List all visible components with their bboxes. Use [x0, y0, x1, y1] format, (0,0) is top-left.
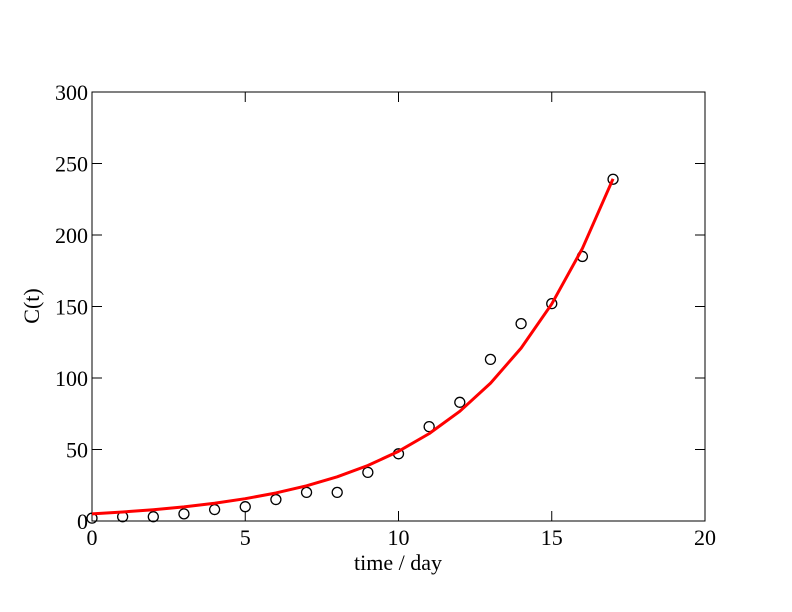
- y-tick-label: 50: [66, 438, 88, 463]
- data-point: [270, 493, 282, 506]
- x-tick-label: 15: [541, 525, 563, 550]
- y-tick-label: 100: [55, 366, 88, 391]
- data-point: [239, 501, 251, 513]
- data-point: [484, 353, 497, 366]
- y-tick-label: 250: [55, 152, 88, 177]
- x-axis-label: time / day: [354, 550, 442, 575]
- data-point: [515, 318, 527, 330]
- x-tick-label: 0: [87, 525, 98, 550]
- y-tick-label: 150: [55, 295, 88, 320]
- x-tick-label: 5: [240, 525, 251, 550]
- data-point: [147, 511, 159, 523]
- y-tick-label: 200: [55, 223, 88, 248]
- data-point: [362, 466, 374, 479]
- data-point: [607, 173, 619, 185]
- data-point: [178, 508, 190, 520]
- data-point: [331, 486, 343, 499]
- fit-line: [91, 178, 615, 516]
- data-point: [454, 396, 466, 408]
- y-tick-label: 300: [55, 80, 88, 105]
- data-point: [423, 420, 435, 433]
- x-tick-label: 10: [388, 525, 410, 550]
- y-axis-label: C(t): [19, 288, 44, 323]
- x-tick-label: 20: [694, 525, 716, 550]
- data-point: [300, 486, 313, 499]
- y-tick-label: 0: [77, 509, 88, 534]
- data-point: [546, 297, 558, 310]
